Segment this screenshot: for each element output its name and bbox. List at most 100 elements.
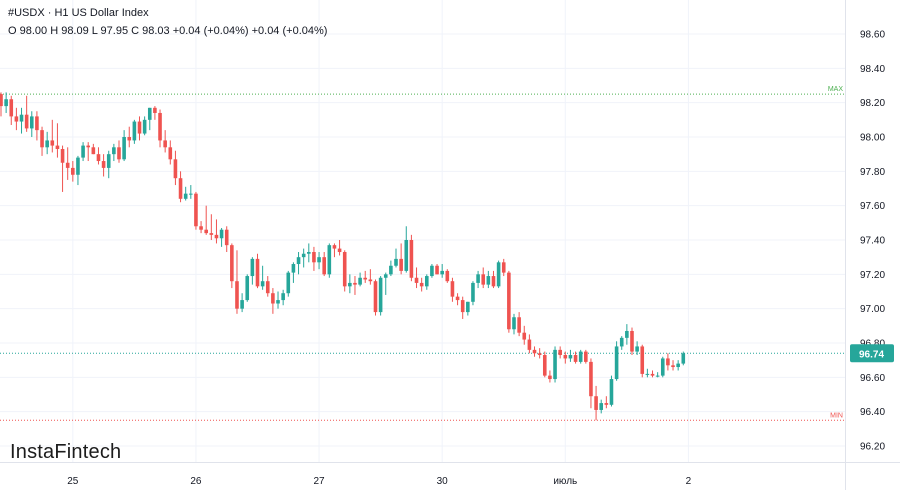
candle-body bbox=[368, 279, 373, 282]
candle-body bbox=[404, 240, 409, 271]
candle-body bbox=[537, 353, 542, 356]
y-tick-label: 98.40 bbox=[860, 64, 885, 75]
candle-body bbox=[230, 245, 234, 282]
candle-body bbox=[655, 375, 660, 377]
candle-body bbox=[594, 396, 598, 410]
candle-body bbox=[517, 317, 521, 333]
candle-body bbox=[681, 353, 686, 364]
candle-body bbox=[466, 301, 470, 313]
candle-body bbox=[445, 270, 450, 282]
candle-body bbox=[630, 330, 634, 352]
candle-body bbox=[240, 300, 244, 309]
candle-body bbox=[214, 234, 219, 239]
candle-body bbox=[45, 140, 49, 148]
candle-body bbox=[60, 149, 65, 163]
candle-body bbox=[106, 154, 111, 168]
candle-body bbox=[584, 351, 588, 362]
candle-body bbox=[219, 229, 224, 239]
candle-body bbox=[132, 121, 137, 141]
candle-body bbox=[573, 355, 578, 362]
candle-body bbox=[4, 99, 8, 107]
candle-body bbox=[307, 252, 311, 254]
candle-body bbox=[609, 379, 614, 405]
candle-body bbox=[173, 159, 178, 179]
candle-body bbox=[424, 276, 429, 287]
candle-body bbox=[163, 140, 167, 148]
candle-body bbox=[117, 147, 121, 160]
candle-body bbox=[363, 277, 368, 280]
candle-body bbox=[35, 116, 39, 131]
min-level-label: MIN bbox=[830, 412, 843, 419]
candle-body bbox=[178, 178, 183, 199]
candle-body bbox=[199, 226, 203, 230]
candle-body bbox=[327, 245, 332, 275]
candle-body bbox=[312, 252, 316, 263]
candle-body bbox=[635, 346, 639, 352]
candle-body bbox=[527, 339, 532, 350]
candle-body bbox=[563, 355, 568, 359]
last-price-badge bbox=[850, 344, 894, 363]
candle-body bbox=[55, 145, 60, 150]
candle-body bbox=[650, 373, 655, 376]
candle-body bbox=[322, 257, 326, 275]
candle-body bbox=[383, 274, 388, 278]
candle-body bbox=[301, 253, 306, 258]
y-tick-label: 98.00 bbox=[860, 133, 885, 144]
candle-body bbox=[476, 274, 480, 283]
candle-body bbox=[0, 94, 3, 107]
y-tick-label: 96.20 bbox=[860, 442, 885, 453]
candle-body bbox=[29, 116, 34, 129]
candle-body bbox=[671, 365, 675, 368]
candle-body bbox=[142, 119, 147, 134]
candle-body bbox=[112, 147, 116, 155]
candle-body bbox=[296, 257, 301, 265]
candle-body bbox=[137, 121, 142, 134]
candle-body bbox=[353, 282, 357, 285]
candle-body bbox=[260, 281, 265, 287]
candle-body bbox=[578, 351, 583, 362]
candle-body bbox=[512, 317, 516, 330]
candle-body bbox=[676, 363, 680, 368]
candle-body bbox=[147, 107, 152, 120]
candle-body bbox=[96, 154, 101, 162]
candle-body bbox=[589, 361, 593, 397]
candle-body bbox=[542, 355, 547, 376]
candle-body bbox=[101, 161, 106, 168]
x-tick-label: июль bbox=[553, 476, 577, 487]
x-tick-label: 26 bbox=[190, 476, 202, 487]
candle-body bbox=[71, 167, 75, 175]
candle-body bbox=[614, 346, 619, 380]
candle-body bbox=[24, 114, 29, 129]
chart-title: #USDX · H1 US Dollar Index bbox=[8, 7, 149, 19]
x-tick-label: 30 bbox=[437, 476, 449, 487]
candle-body bbox=[235, 281, 239, 309]
candle-body bbox=[342, 252, 347, 287]
x-tick-label: 2 bbox=[686, 476, 692, 487]
y-tick-label: 98.20 bbox=[860, 98, 885, 109]
candle-body bbox=[40, 130, 44, 148]
candle-body bbox=[122, 137, 126, 160]
candle-body bbox=[481, 274, 486, 285]
candle-body bbox=[558, 349, 562, 356]
candle-body bbox=[250, 258, 255, 277]
y-tick-label: 96.80 bbox=[860, 339, 885, 350]
candle-body bbox=[419, 282, 424, 287]
candle-body bbox=[168, 147, 173, 160]
candle-body bbox=[358, 277, 362, 285]
candle-body bbox=[486, 276, 491, 285]
candle-body bbox=[507, 272, 511, 330]
candle-body bbox=[491, 276, 496, 287]
candle-body bbox=[337, 248, 342, 253]
candle-body bbox=[455, 296, 460, 301]
candle-body bbox=[76, 157, 80, 175]
candle-body bbox=[532, 349, 537, 354]
candle-body bbox=[91, 147, 96, 155]
candle-body bbox=[501, 262, 506, 273]
candle-body bbox=[9, 99, 14, 117]
candle-body bbox=[50, 140, 55, 146]
candle-body bbox=[399, 258, 403, 271]
candle-body bbox=[440, 270, 444, 275]
candle-body bbox=[14, 116, 19, 122]
candle-body bbox=[189, 193, 193, 195]
